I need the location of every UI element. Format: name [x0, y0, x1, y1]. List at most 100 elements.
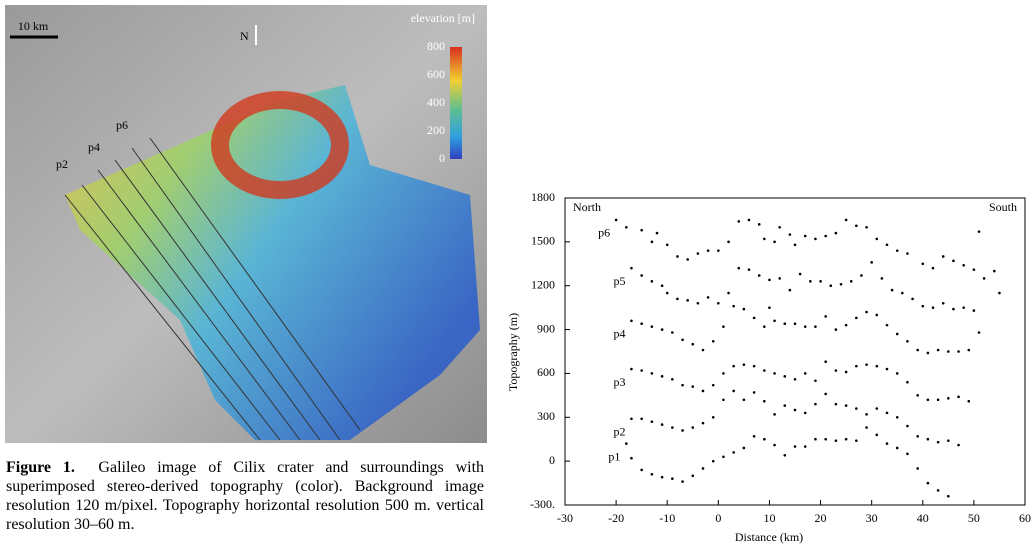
data-point: [732, 364, 735, 368]
data-point: [860, 274, 863, 277]
data-point: [660, 284, 664, 288]
data-point: [681, 480, 684, 483]
data-point: [824, 392, 827, 396]
data-point: [834, 328, 838, 331]
data-point: [783, 453, 787, 457]
data-point: [778, 225, 781, 229]
data-point: [931, 266, 935, 270]
data-point: [640, 322, 643, 326]
colorbar-title: elevation [m]: [411, 11, 475, 25]
x-tick-label: 30: [866, 511, 878, 525]
data-point: [865, 310, 868, 314]
data-point: [906, 424, 909, 428]
data-point: [962, 306, 965, 309]
data-point: [742, 446, 746, 450]
data-point: [630, 367, 633, 371]
data-point: [732, 304, 735, 308]
data-point: [880, 277, 884, 280]
caption-text: Galileo image of Cilix crater and surrou…: [6, 459, 485, 533]
profile-label: p4: [88, 140, 100, 154]
data-point: [640, 417, 643, 421]
data-point: [926, 437, 930, 441]
data-point: [711, 459, 715, 463]
data-point: [630, 266, 633, 270]
data-point: [906, 380, 909, 384]
data-point: [773, 443, 776, 447]
data-point: [742, 363, 746, 366]
data-point: [931, 306, 935, 309]
data-point: [844, 404, 848, 407]
data-point: [727, 240, 730, 244]
series-label: p6: [598, 226, 610, 240]
caption: Figure 1. Galileo image of Cilix crater …: [6, 458, 484, 534]
data-point: [788, 288, 792, 292]
data-point: [701, 467, 705, 470]
x-tick-label: 0: [715, 511, 721, 525]
chart: Distance (km) Topography (m) -30 -20 -10 0 1…: [506, 190, 1031, 544]
data-point: [814, 437, 817, 441]
data-point: [895, 332, 899, 336]
data-point: [911, 297, 914, 301]
data-point: [947, 350, 950, 353]
data-point: [614, 218, 618, 222]
data-point: [722, 325, 725, 328]
data-point: [824, 315, 827, 318]
x-tick-label: 10: [763, 511, 775, 525]
data-point: [752, 316, 756, 320]
y-tick-label: 1800: [531, 190, 555, 204]
profile-lines: [64, 137, 361, 441]
data-point: [947, 494, 950, 498]
data-point: [650, 280, 654, 283]
data-point: [885, 243, 889, 247]
galileo-image: 10 km N elevation [m] p2 p4 p6 800 600 400…: [5, 5, 487, 443]
data-point: [630, 456, 633, 460]
data-point: [803, 411, 807, 415]
data-point: [763, 437, 766, 441]
data-point: [763, 399, 766, 403]
data-point: [967, 348, 971, 352]
x-tick-label: 20: [815, 511, 827, 525]
data-point: [993, 269, 996, 273]
data-point: [936, 398, 940, 402]
data-point: [773, 413, 776, 416]
data-point: [972, 268, 976, 271]
data-point: [752, 434, 756, 438]
data-point: [916, 434, 919, 438]
data-point: [890, 288, 894, 292]
data-point: [681, 338, 684, 342]
data-point: [650, 240, 654, 244]
series-label: p2: [613, 424, 625, 438]
data-point: [824, 234, 827, 238]
y-tick-label: -300.: [530, 497, 555, 511]
data-point: [998, 291, 1001, 295]
data-point: [671, 331, 674, 334]
data-point: [901, 291, 904, 295]
data-point: [819, 280, 822, 283]
data-point: [834, 439, 838, 442]
data-point: [763, 237, 766, 241]
x-tick-label: 60: [1019, 511, 1031, 525]
data-point: [732, 451, 735, 454]
data-point: [752, 391, 756, 394]
data-point: [809, 280, 812, 283]
data-point: [982, 277, 986, 280]
data-point: [834, 369, 838, 372]
data-point: [696, 301, 700, 305]
data-point: [844, 370, 848, 374]
data-point: [824, 437, 827, 441]
data-point: [686, 299, 689, 302]
series-label: p1: [608, 449, 620, 463]
data-point: [865, 225, 868, 229]
data-point: [885, 442, 889, 445]
data-point: [752, 364, 756, 368]
series-label: p4: [613, 327, 625, 341]
y-tick-label: 1200: [531, 277, 555, 291]
data-point: [926, 398, 930, 402]
data-point: [947, 396, 950, 400]
data-point: [875, 407, 879, 410]
data-point: [870, 261, 873, 264]
colorbar-tick-label: 600: [427, 67, 445, 81]
data-point: [793, 322, 797, 326]
data-point: [773, 319, 776, 323]
